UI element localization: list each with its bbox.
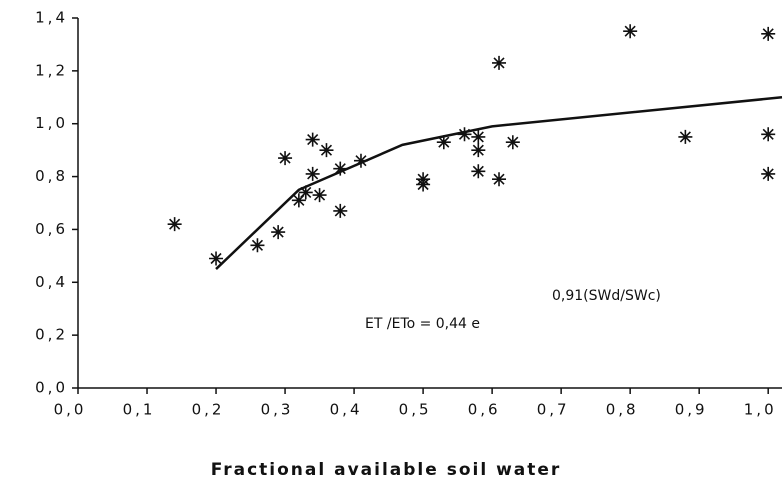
point: [416, 177, 431, 192]
x-axis-label: Fractional available soil water: [211, 460, 562, 480]
point: [761, 26, 776, 41]
y-tick-label: 0,8: [35, 167, 68, 185]
point: [505, 135, 520, 150]
y-tick-label: 0,0: [35, 379, 68, 397]
x-tick-label: 0,0: [54, 401, 87, 419]
x-tick-label: 0,3: [261, 401, 294, 419]
point: [209, 251, 224, 266]
x-tick-label: 0,7: [537, 401, 570, 419]
point: [471, 164, 486, 179]
point: [319, 143, 334, 158]
point: [250, 238, 265, 253]
x-tick-label: 0,2: [192, 401, 225, 419]
point: [278, 151, 293, 166]
point: [291, 193, 306, 208]
y-tick-label: 0,4: [35, 273, 68, 291]
point: [761, 166, 776, 181]
x-tick-label: 0,8: [606, 401, 639, 419]
x-tick-label: 0,4: [330, 401, 363, 419]
point: [333, 203, 348, 218]
x-tick-label: 0,6: [468, 401, 501, 419]
x-tick-label: 0,1: [123, 401, 156, 419]
point: [305, 132, 320, 147]
y-tick-label: 1,2: [35, 61, 68, 79]
point: [492, 172, 507, 187]
x-tick-label: 1,0: [744, 401, 777, 419]
annotation-exponent: 0,91(SWd/SWc): [552, 288, 661, 304]
point: [436, 135, 451, 150]
point: [457, 127, 472, 142]
point: [167, 217, 182, 232]
point: [492, 55, 507, 70]
y-tick-label: 0,2: [35, 326, 68, 344]
x-tick-label: 0,5: [399, 401, 432, 419]
y-tick-label: 1,0: [35, 114, 68, 132]
point: [333, 161, 348, 176]
point: [761, 127, 776, 142]
point: [298, 185, 313, 200]
y-tick-label: 0,6: [35, 220, 68, 238]
point: [305, 166, 320, 181]
point: [271, 225, 286, 240]
y-tick-label: 1,4: [35, 9, 68, 27]
point: [623, 24, 638, 39]
point: [471, 129, 486, 144]
point: [312, 188, 327, 203]
annotation: ET /ETo = 0,44 e: [365, 316, 480, 332]
x-tick-label: 0,9: [675, 401, 708, 419]
fit-line: [215, 96, 783, 270]
point: [678, 129, 693, 144]
point: [353, 153, 368, 168]
point: [471, 143, 486, 158]
